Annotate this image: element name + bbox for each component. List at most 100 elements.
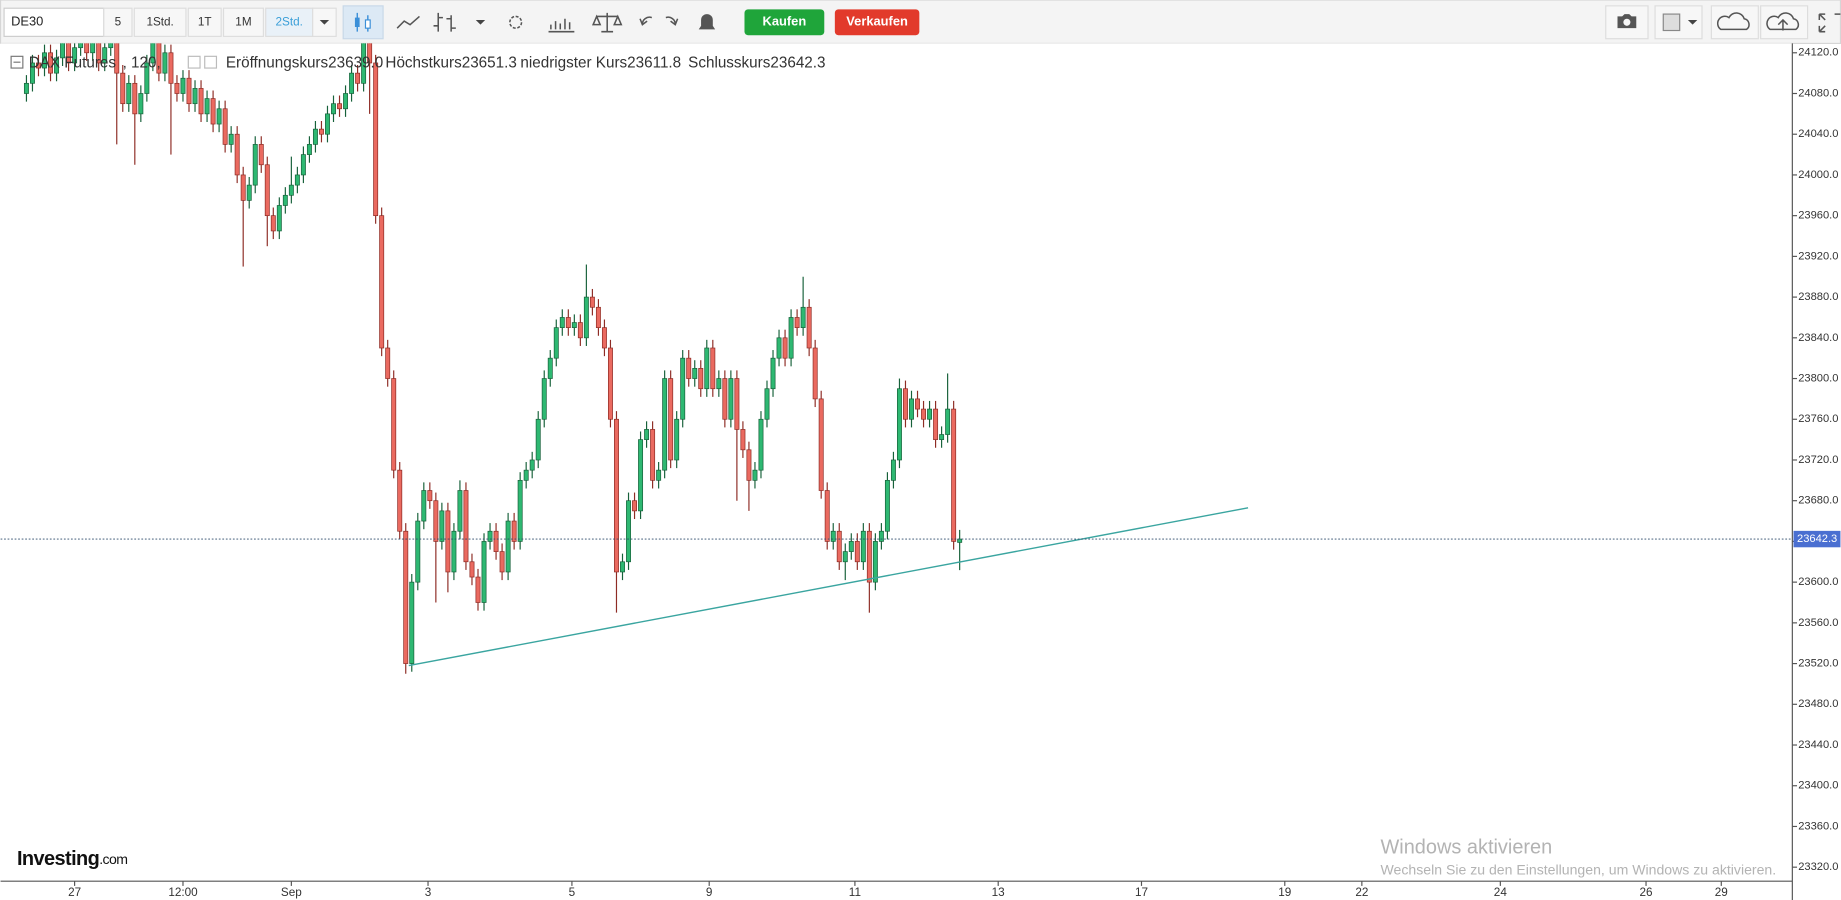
candle-body	[379, 215, 385, 349]
y-tick-label: 23440.0	[1798, 739, 1838, 751]
sell-button[interactable]	[834, 9, 920, 36]
interval-button-selected[interactable]	[265, 7, 314, 37]
candle-body	[54, 57, 60, 74]
candle-body	[614, 418, 619, 573]
axes: 24120.0 24080.0 24040.0 24000.0 23960.0 23920…	[68, 47, 1841, 899]
x-tick-label: 17	[1135, 886, 1148, 899]
candle-body	[463, 490, 469, 563]
legend-item: Eröffnungskurs23639.0	[226, 54, 383, 71]
candle-body	[890, 459, 896, 481]
candle-body	[656, 469, 662, 481]
line-icon[interactable]	[396, 15, 420, 29]
logo-main: Investing	[17, 848, 99, 870]
y-tick-label: 23840.0	[1798, 332, 1838, 344]
y-tick-label: 23480.0	[1798, 698, 1838, 710]
candle-icon	[354, 17, 360, 27]
chart-title: DAX Futures	[29, 54, 117, 71]
interval-button[interactable]	[133, 7, 187, 37]
undo-icon[interactable]	[639, 16, 653, 26]
candle-body	[312, 128, 318, 145]
alert-icon[interactable]	[698, 14, 716, 32]
symbol-input[interactable]	[3, 7, 105, 37]
candles	[0, 43, 1793, 674]
interval: 2Std.	[276, 15, 303, 28]
candle-body	[150, 43, 156, 64]
candle-body	[565, 317, 571, 328]
candle-body	[162, 52, 168, 74]
y-tick-label: 23520.0	[1798, 658, 1838, 670]
logo-suffix: .com	[99, 851, 127, 867]
candle-body	[439, 510, 445, 542]
candle-body	[84, 43, 90, 54]
interval-button[interactable]	[103, 7, 133, 37]
y-tick-label: 24120.0	[1798, 47, 1838, 59]
interval-button[interactable]	[222, 7, 264, 37]
candle-body	[240, 174, 246, 201]
candle-body	[878, 530, 884, 542]
candle-body	[872, 541, 878, 583]
candle-body	[156, 43, 162, 74]
candle-body	[692, 368, 698, 379]
watermark-text: Wechseln Sie zu den Einstellungen, um Wi…	[1380, 861, 1776, 877]
compare-icon[interactable]	[591, 12, 623, 33]
candle-body	[842, 551, 848, 563]
candle-body	[48, 52, 53, 74]
candle-body	[180, 77, 186, 94]
y-tick-label: 23880.0	[1798, 291, 1838, 303]
candle-body	[451, 530, 457, 573]
x-tick-label: 3	[425, 886, 432, 899]
candle-body	[854, 541, 860, 563]
candle-body	[818, 398, 824, 491]
candle-type-button[interactable]	[342, 5, 384, 40]
cloud-upload-icon	[1766, 12, 1800, 31]
cloud-download-button[interactable]	[1710, 5, 1759, 40]
x-tick-label: 29	[1715, 886, 1728, 899]
buy-button[interactable]	[744, 9, 825, 36]
candle-body	[836, 530, 842, 563]
candle-body	[710, 347, 716, 390]
y-tick-label: 23960.0	[1798, 210, 1838, 222]
candle-body	[361, 43, 367, 84]
candle-body	[319, 128, 324, 135]
candle-body	[276, 205, 282, 232]
legend-icon[interactable]	[187, 55, 201, 69]
candle-body	[234, 133, 240, 176]
candle-body	[812, 347, 818, 400]
candle-body	[306, 144, 312, 155]
color-swatch	[1662, 13, 1681, 32]
candle-body	[481, 541, 487, 603]
candle-body	[644, 429, 650, 440]
candle-body	[638, 439, 644, 512]
y-tick-label: 23720.0	[1798, 454, 1838, 466]
candle-body	[415, 520, 421, 583]
candle-body	[632, 500, 638, 512]
candle-body	[951, 408, 957, 542]
trend-line	[408, 507, 1249, 667]
candle-body	[246, 184, 252, 201]
candle-body	[475, 576, 481, 603]
candle-body	[698, 368, 704, 390]
caret	[319, 19, 330, 25]
interval-button[interactable]	[187, 7, 222, 37]
indicator-icon[interactable]	[548, 18, 575, 33]
logo: Investing.com	[17, 848, 127, 870]
caret	[1687, 19, 1698, 25]
fullscreen-icon[interactable]	[1818, 13, 1841, 33]
candle-body	[505, 520, 511, 573]
legend-icon[interactable]	[204, 55, 218, 69]
legend-value: 23651.3	[462, 54, 517, 71]
candle-body	[541, 378, 547, 420]
candle-body	[517, 479, 523, 542]
y-tick-label: 23320.0	[1798, 861, 1838, 873]
x-tick-label: 5	[569, 886, 576, 899]
candle-body	[529, 459, 535, 471]
candle-body	[132, 82, 138, 115]
redo-icon[interactable]	[665, 16, 679, 26]
candle-body	[716, 378, 722, 390]
cloud-upload-button[interactable]	[1760, 5, 1809, 40]
settings-icon[interactable]	[509, 15, 523, 29]
candle-body	[204, 98, 210, 115]
x-tick-label: 26	[1640, 886, 1653, 899]
bar-icon[interactable]	[433, 12, 456, 32]
